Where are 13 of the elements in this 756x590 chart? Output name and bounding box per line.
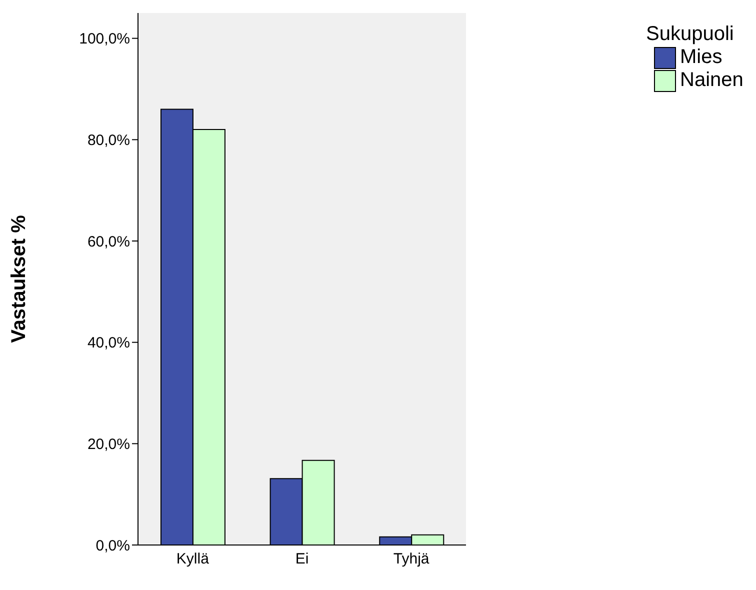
legend-label: Mies (679, 46, 724, 69)
y-axis-title: Vastaukset % (8, 214, 30, 343)
y-tick-label: 60,0% (87, 233, 130, 250)
legend-label: Nainen (679, 69, 744, 92)
y-tick-label: 80,0% (87, 132, 130, 149)
x-tick-label: Tyhjä (393, 550, 430, 568)
y-tick-label: 20,0% (87, 436, 130, 453)
y-tick-label: 0,0% (96, 537, 130, 554)
x-tick-label: Kyllä (176, 550, 210, 568)
y-tick-label: 100,0% (79, 30, 130, 48)
y-tick-label: 40,0% (87, 334, 130, 352)
legend-title: Sukupuoli (646, 23, 735, 46)
x-tick-label: Ei (295, 550, 309, 568)
